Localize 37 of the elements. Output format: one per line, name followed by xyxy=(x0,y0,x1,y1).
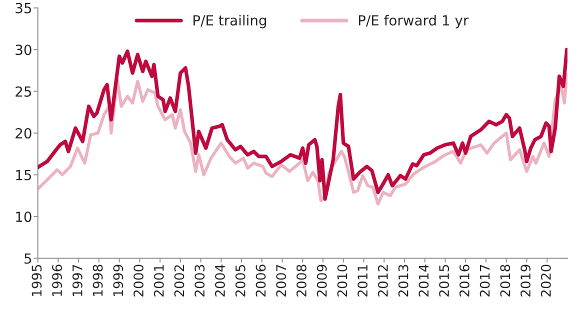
x-tick-label: 2003 xyxy=(194,264,205,296)
y-tick-label: 30 xyxy=(16,44,32,56)
x-tick-label: 2010 xyxy=(337,264,348,296)
line-series xyxy=(38,73,568,206)
y-tick-label: 25 xyxy=(16,86,32,97)
x-tick-label: 2002 xyxy=(174,265,184,296)
y-tick-label: 5 xyxy=(24,253,32,264)
x-tick-label: 2011 xyxy=(358,265,368,296)
x-tick-label: 2017 xyxy=(480,264,490,296)
x-tick-label: 2016 xyxy=(459,264,470,296)
x-tick-label: 2007 xyxy=(276,264,286,296)
x-tick-label: 2014 xyxy=(418,264,429,296)
y-tick-label: 35 xyxy=(16,2,32,14)
x-tick-label: 1995 xyxy=(32,265,42,296)
line-series xyxy=(38,48,568,201)
x-tick-label: 1998 xyxy=(92,264,103,296)
y-tick-label: 15 xyxy=(16,170,32,180)
x-tick-label: 2008 xyxy=(296,264,306,296)
x-tick-label: 2018 xyxy=(500,264,510,296)
x-tick-label: 2012 xyxy=(378,265,388,296)
x-tick-label: 1997 xyxy=(72,264,82,296)
x-tick-label: 2004 xyxy=(215,264,225,296)
x-tick-label: 2000 xyxy=(134,264,144,296)
legend-label: P/E forward 1 yr xyxy=(358,14,469,28)
x-tick-label: 1999 xyxy=(113,264,124,296)
x-tick-label: 2005 xyxy=(235,265,246,296)
x-tick-label: 2013 xyxy=(398,264,408,296)
x-tick-label: 2009 xyxy=(316,264,327,296)
x-tick-label: 1996 xyxy=(52,264,62,296)
x-tick-label: 2020 xyxy=(540,264,551,296)
y-tick-label: 20 xyxy=(16,128,32,139)
x-tick-label: 2019 xyxy=(520,264,531,296)
legend-label: P/E trailing xyxy=(194,14,266,28)
x-tick-label: 2015 xyxy=(439,265,450,296)
x-tick-label: 2006 xyxy=(256,264,266,296)
y-tick-label: 10 xyxy=(16,212,32,222)
x-tick-label: 2001 xyxy=(154,265,164,296)
